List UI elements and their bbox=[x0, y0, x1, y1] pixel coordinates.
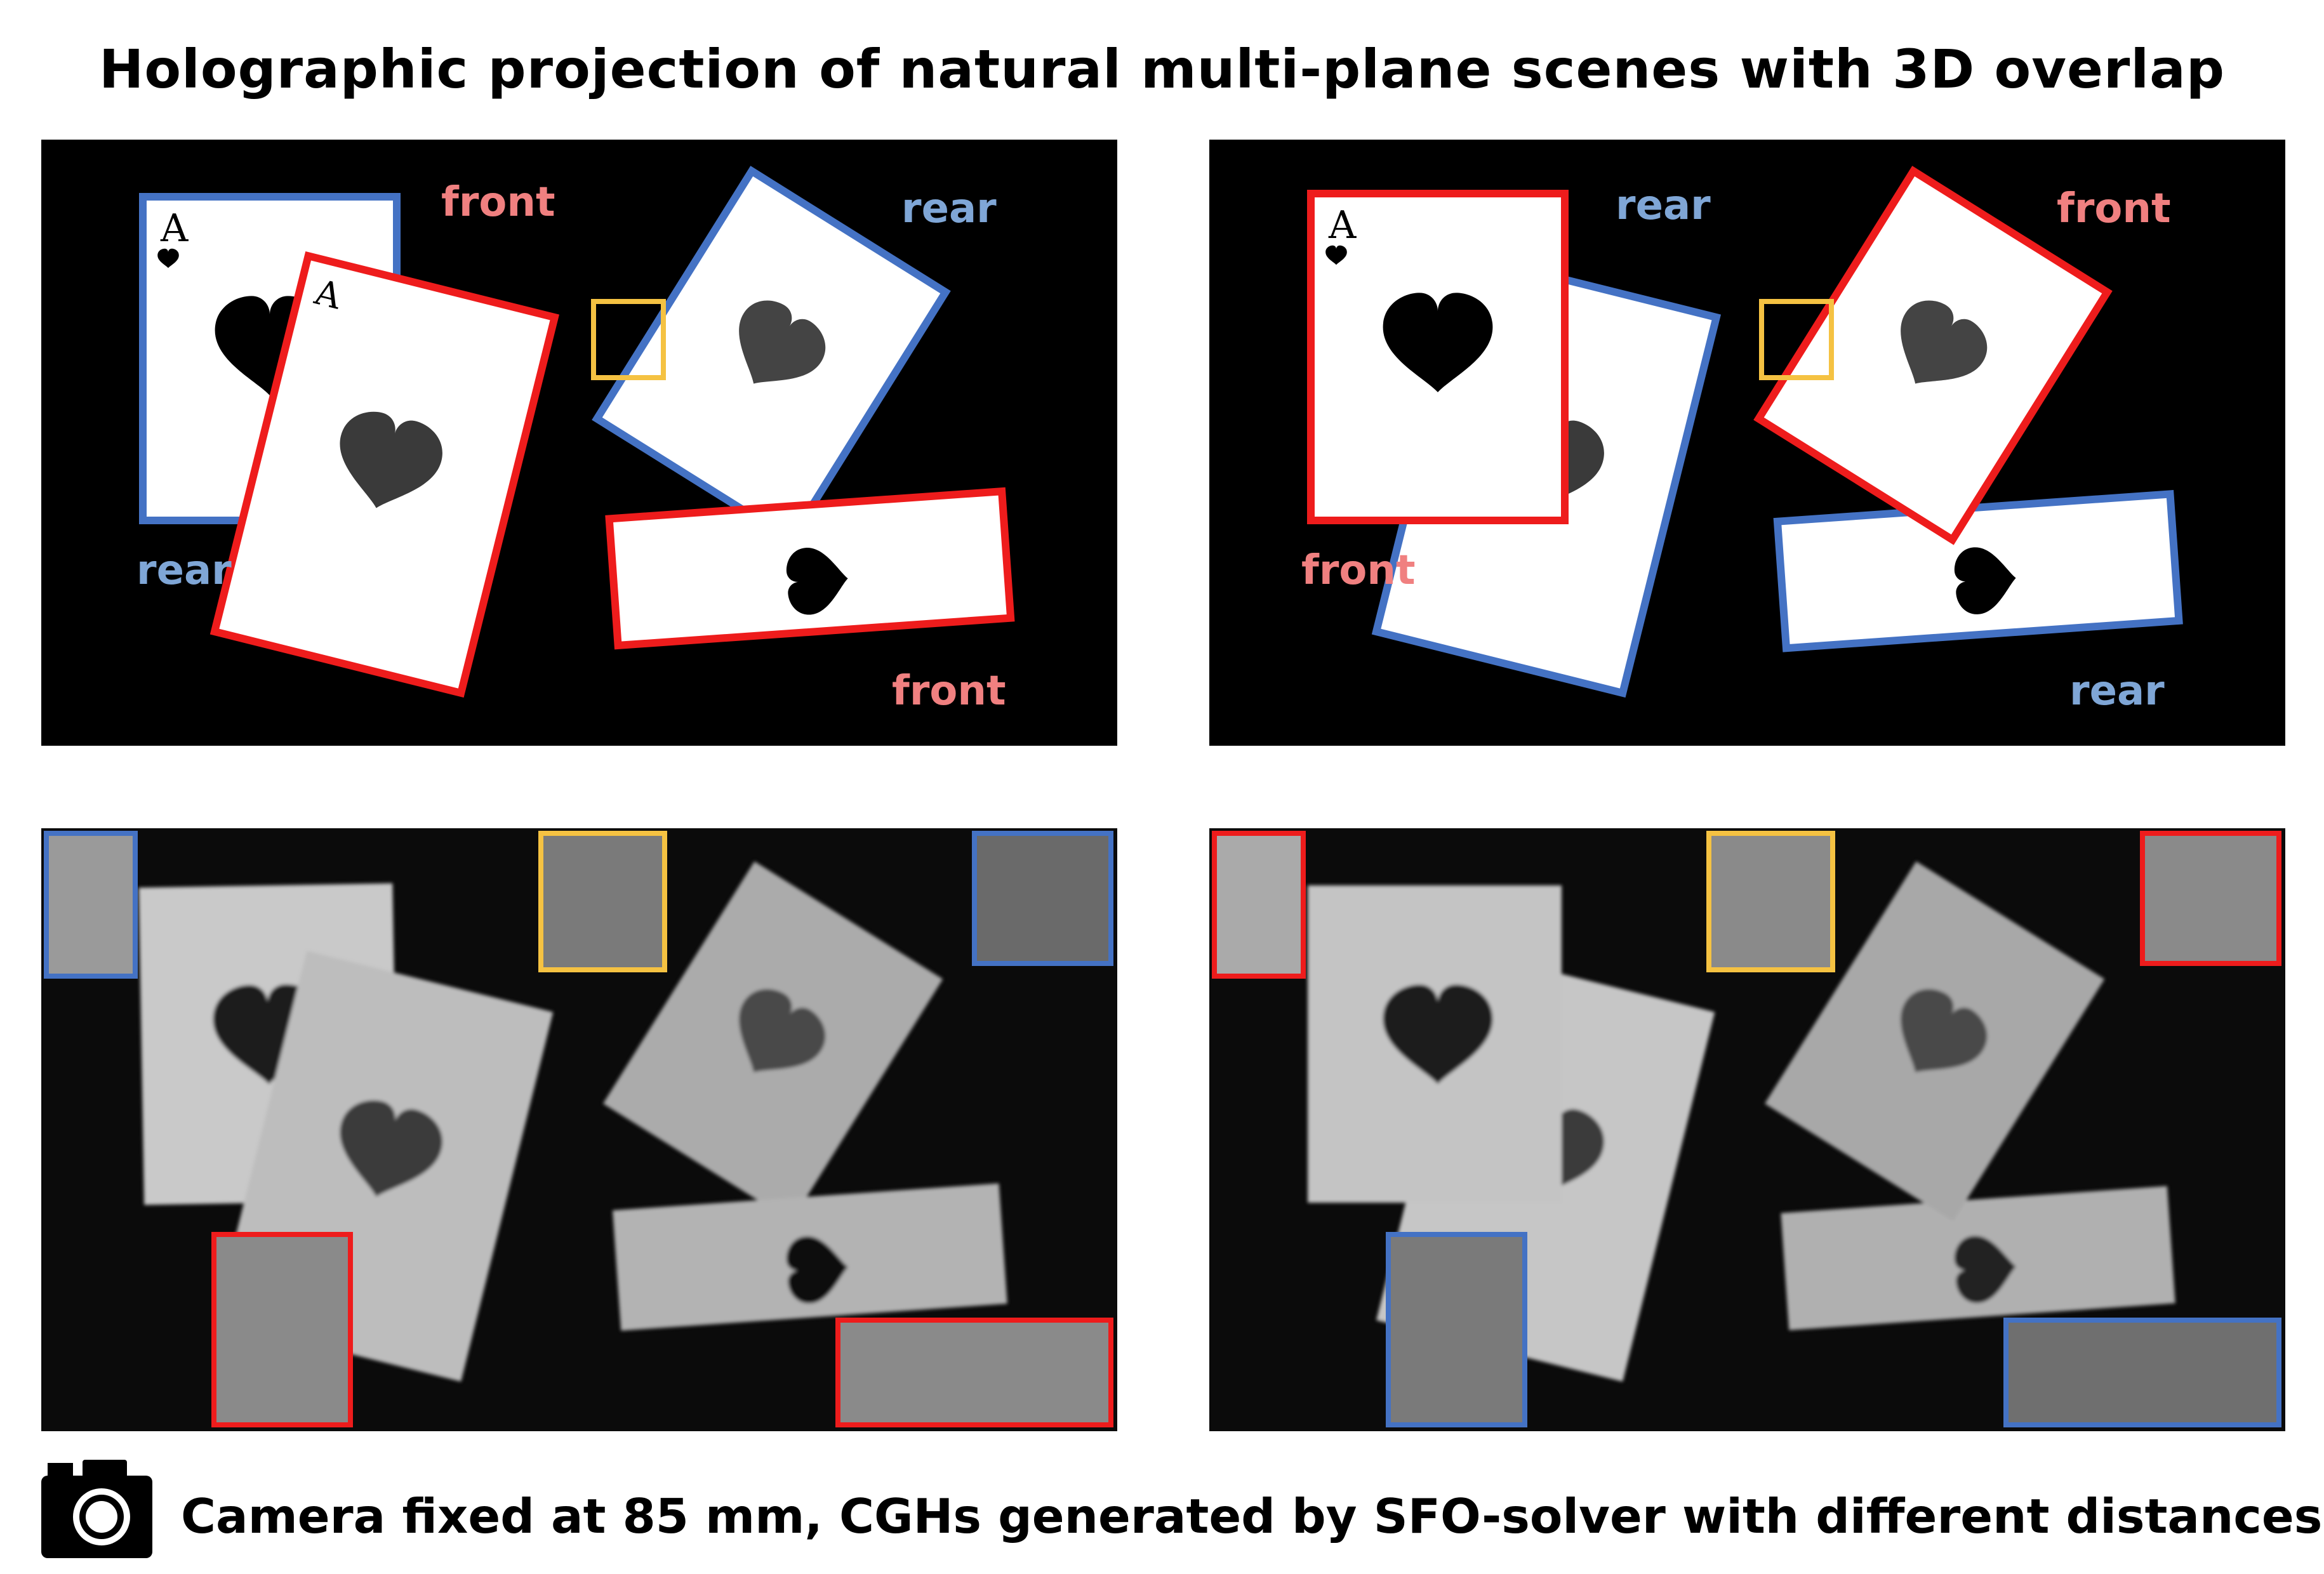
zoom-inset-front bbox=[2140, 831, 2281, 966]
card-ace-1: A bbox=[1307, 190, 1569, 524]
captured-card-4 bbox=[1781, 1186, 2175, 1330]
card-ace-3 bbox=[592, 166, 951, 545]
zoom-inset-front bbox=[211, 1232, 353, 1427]
zoom-inset-rear bbox=[1386, 1232, 1527, 1427]
zoom-inset-rear bbox=[972, 831, 1113, 966]
card-ace-2: A bbox=[209, 251, 560, 698]
zoom-inset-front bbox=[835, 1318, 1113, 1427]
depth-label-front: front bbox=[441, 179, 555, 226]
depth-label-front: front bbox=[892, 668, 1006, 715]
card-ace-3 bbox=[1753, 166, 2113, 545]
card-ace-4 bbox=[1773, 490, 2183, 652]
card-index-text: A bbox=[160, 206, 189, 251]
zoom-inset-overlap bbox=[1706, 831, 1835, 972]
zoom-inset-rear bbox=[44, 831, 138, 979]
panel-target-front-focus: A front rear front rear bbox=[1209, 140, 2285, 746]
zoom-inset-rear bbox=[2003, 1318, 2281, 1427]
card-index-text: A bbox=[1328, 203, 1357, 248]
captured-card-4 bbox=[613, 1183, 1007, 1331]
panel-capture-rear-focus bbox=[41, 828, 1117, 1431]
depth-label-rear: rear bbox=[1616, 182, 1711, 229]
depth-label-front: front bbox=[1301, 547, 1416, 594]
panel-capture-front-focus bbox=[1209, 828, 2285, 1431]
captured-card-3 bbox=[1765, 861, 2105, 1222]
depth-label-rear: rear bbox=[2069, 668, 2165, 715]
zoom-inset-front bbox=[1212, 831, 1306, 979]
panel-target-rear-focus: A A rear front rear front bbox=[41, 140, 1117, 746]
camera-icon bbox=[41, 1460, 152, 1561]
captured-card-3 bbox=[603, 861, 943, 1222]
figure-title: Holographic projection of natural multi-… bbox=[99, 38, 2225, 100]
depth-label-front: front bbox=[2057, 185, 2171, 232]
depth-label-rear: rear bbox=[901, 185, 997, 232]
captured-card-1 bbox=[1308, 885, 1562, 1203]
depth-label-rear: rear bbox=[136, 547, 232, 594]
card-ace-4 bbox=[605, 487, 1015, 650]
zoom-inset-overlap bbox=[538, 831, 667, 972]
overlap-highlight-box bbox=[591, 299, 666, 380]
overlap-highlight-box bbox=[1759, 299, 1834, 380]
figure-caption: Camera fixed at 85 mm, CGHs generated by… bbox=[181, 1488, 2323, 1544]
